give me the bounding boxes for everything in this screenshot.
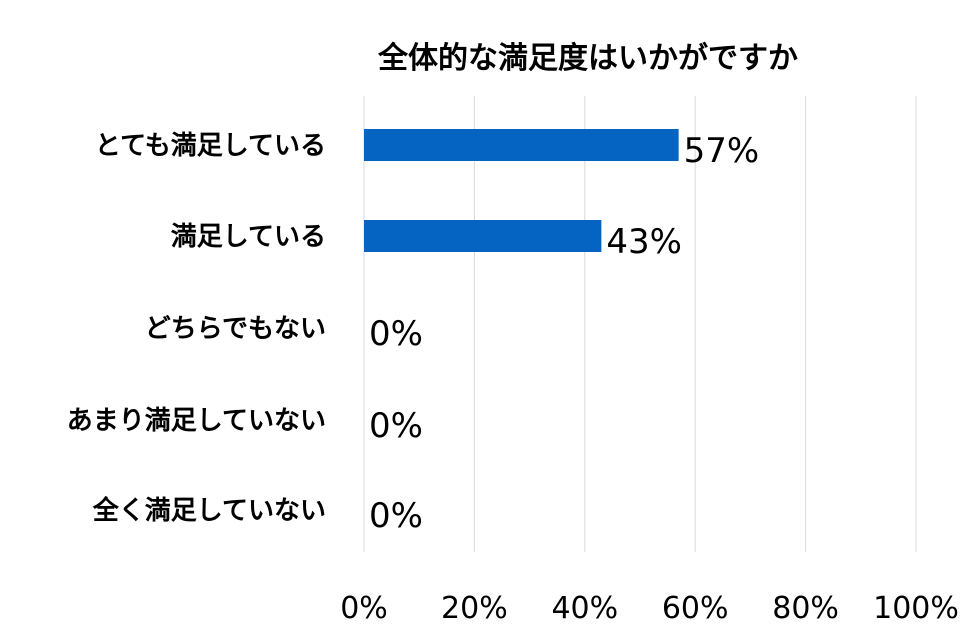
category-label-3: あまり満足していない — [67, 406, 326, 436]
data-label-2: 0% — [369, 314, 423, 354]
category-label-0: とても満足している — [95, 131, 326, 161]
x-tick-label-60: 60% — [662, 591, 729, 626]
x-axis-ticks: 0% 20% 40% 60% 80% 100% — [340, 591, 959, 626]
x-tick-label-0: 0% — [340, 591, 388, 626]
bar-1 — [364, 220, 602, 252]
data-labels: 57% 43% 0% 0% 0% — [369, 131, 759, 536]
bar-0 — [364, 129, 679, 161]
category-labels: とても満足している満足しているどちらでもないあまり満足していない全く満足していな… — [67, 131, 326, 526]
gridlines — [363, 96, 917, 552]
category-label-1: 満足している — [171, 222, 326, 252]
data-label-0: 57% — [684, 131, 760, 171]
chart-title: 全体的な満足度はいかがですか — [377, 41, 798, 76]
category-label-4: 全く満足していない — [92, 495, 326, 526]
data-label-4: 0% — [369, 496, 423, 536]
x-tick-label-100: 100% — [873, 591, 959, 626]
bars — [364, 129, 679, 252]
data-label-1: 43% — [606, 222, 682, 262]
x-tick-label-40: 40% — [551, 591, 618, 626]
data-label-3: 0% — [369, 406, 423, 446]
x-tick-label-80: 80% — [772, 591, 839, 626]
category-label-2: どちらでもない — [145, 314, 326, 344]
x-tick-label-20: 20% — [441, 591, 508, 626]
